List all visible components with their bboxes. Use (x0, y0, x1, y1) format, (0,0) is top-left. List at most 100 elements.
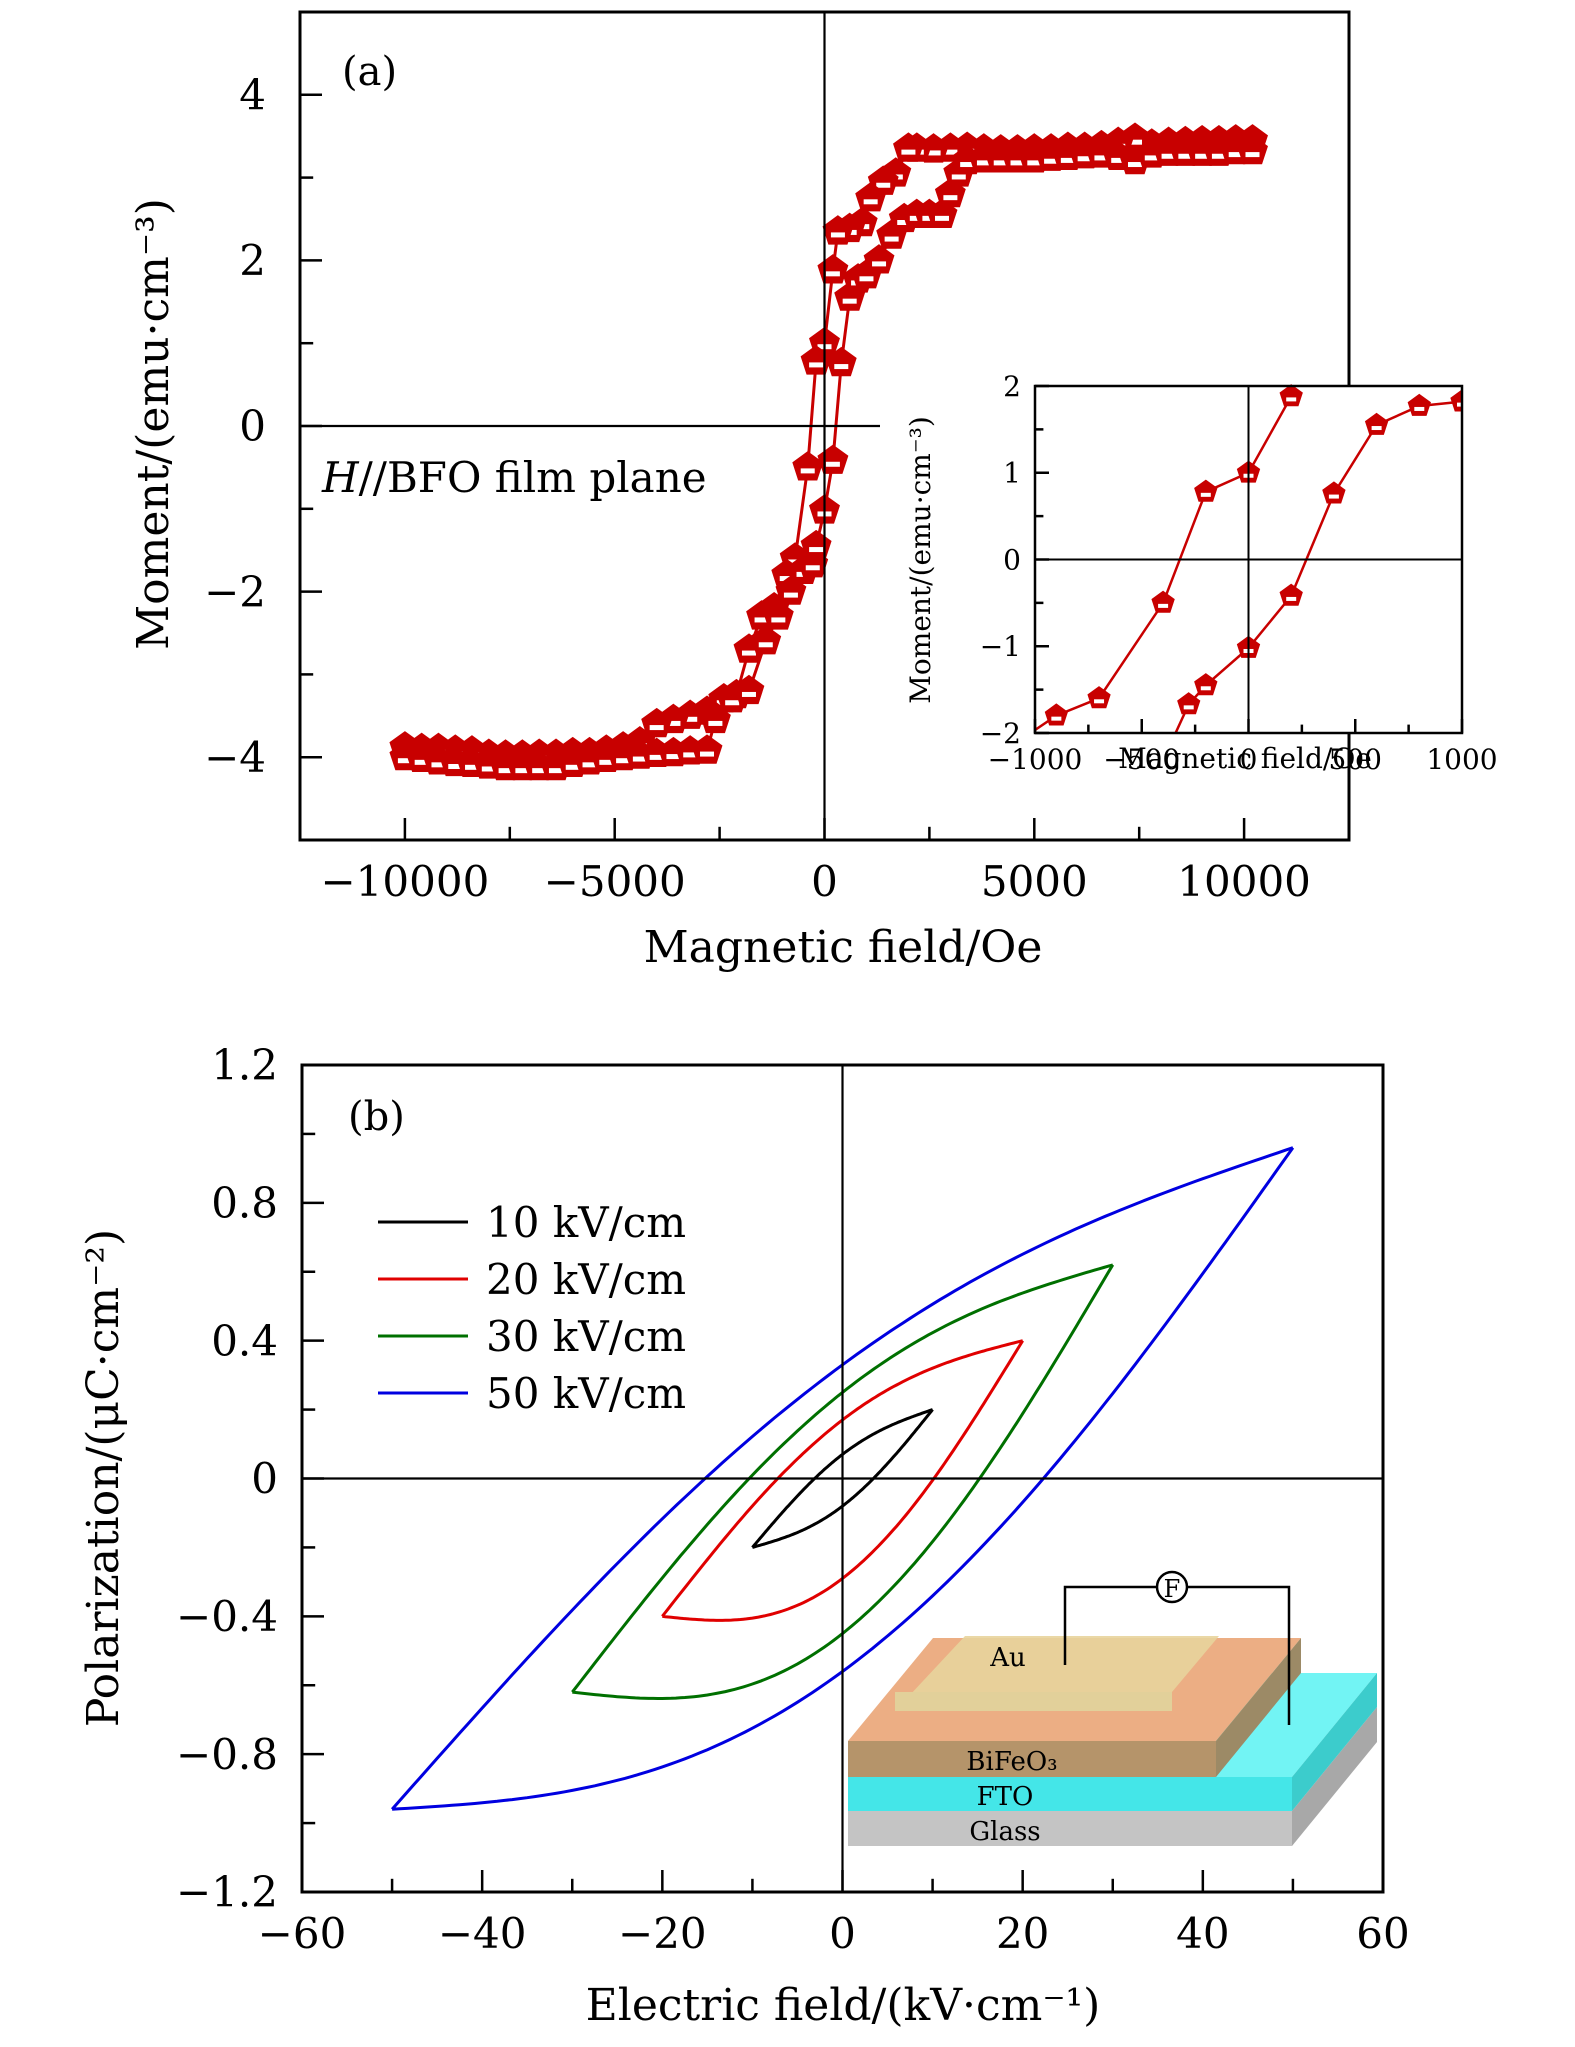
panel-a-point (762, 600, 794, 630)
inset-point (1407, 393, 1431, 416)
inset-point (1151, 590, 1175, 613)
panel-a-point-highlight (741, 691, 756, 697)
panel-a-point-highlight (783, 592, 798, 598)
panel-a-point-highlight (708, 720, 723, 726)
panel-a-point (691, 734, 723, 764)
inset-point-highlight (1051, 716, 1062, 721)
panel-b-ytick-label: 1.2 (211, 1041, 278, 1090)
panel-a-point-highlight (943, 149, 958, 155)
panel-b-xtick-label: 0 (829, 1909, 856, 1958)
inset-point-highlight (1183, 705, 1194, 710)
panel-a-point-highlight (632, 756, 647, 762)
panel-a-ytick-label: −4 (204, 733, 266, 782)
inset-point (1322, 481, 1346, 504)
inset-xlabel: Magnetic field/Oe (1118, 742, 1372, 775)
layer-label-glass: Glass (969, 1817, 1040, 1847)
panel-a-point-highlight (842, 298, 857, 304)
panel-a-point-highlight (805, 565, 820, 571)
panel-a-point-highlight (1010, 160, 1025, 166)
panel-b-label: (b) (348, 1094, 405, 1140)
inset-xtick-label: 0 (1240, 743, 1258, 776)
panel-a-point-highlight (397, 758, 412, 764)
inset-point-highlight (1414, 406, 1425, 411)
panel-a-point-highlight (809, 547, 824, 553)
panel-a-point-highlight (565, 764, 580, 770)
inset-point-highlight (1200, 686, 1211, 691)
inset-ytick-label: −2 (980, 717, 1021, 750)
panel-a-point-highlight (825, 461, 840, 467)
panel-a-point-highlight (1111, 157, 1126, 163)
panel-a-data (389, 122, 1268, 781)
panel-b-ytick-label: 0 (251, 1454, 278, 1503)
meter-symbol: F (1164, 1575, 1181, 1603)
inset-point-highlight (1158, 603, 1169, 608)
legend-label: 30 kV/cm (486, 1312, 686, 1361)
inset-point-highlight (1094, 699, 1105, 704)
panel-a-point-highlight (498, 768, 513, 774)
panel-a-ytick-label: 2 (239, 236, 266, 285)
panel-a-point-highlight (1077, 156, 1092, 162)
panel-a-point-highlight (1060, 157, 1075, 163)
panel-a-point-highlight (1094, 155, 1109, 161)
inset-point (1194, 673, 1218, 696)
panel-a-point (750, 625, 782, 655)
panel-a-point-highlight (876, 182, 891, 188)
inset-ylabel: Moment/(emu·cm⁻³) (904, 416, 937, 704)
panel-b-ytick-label: 0.4 (211, 1316, 278, 1365)
panel-a-xlabel: Magnetic field/Oe (644, 922, 1043, 973)
glass-front (848, 1811, 1292, 1846)
panel-a-point (817, 444, 849, 474)
panel-a-point-highlight (863, 199, 878, 205)
panel-a-xtick-label: −10000 (320, 857, 489, 906)
inset-point-highlight (1286, 397, 1297, 402)
inset-point-highlight (1371, 426, 1382, 431)
legend-label: 20 kV/cm (486, 1255, 686, 1304)
inset-xtick-label: 1000 (1426, 743, 1497, 776)
panel-a-inset: −1000 −500 0 500 1000 −2 −1 0 1 2 Magnetic field/… (904, 370, 1498, 776)
inset-point-highlight (1457, 402, 1462, 407)
panel-a-point-highlight (431, 762, 446, 768)
panel-a-xtick-label: 5000 (981, 857, 1088, 906)
panel-a-point-highlight (834, 364, 849, 370)
inset-ticks: −1000 −500 0 500 1000 −2 −1 0 1 2 (980, 370, 1498, 776)
meter-wire-right (1187, 1585, 1291, 1725)
panel-a-point-highlight (976, 160, 991, 166)
panel-a-point-highlight (741, 650, 756, 656)
panel-a-point-highlight (481, 766, 496, 772)
panel-a-point-highlight (1044, 158, 1059, 164)
panel-a-annotation: H//BFO film plane (321, 453, 707, 502)
panel-a-point (641, 707, 673, 738)
inset-xtick-label: 500 (1329, 743, 1382, 776)
inset-point-highlight (1328, 494, 1339, 499)
panel-a-point-highlight (448, 763, 463, 769)
panel-a-point-highlight (1027, 160, 1042, 166)
panel-a-point-highlight (1245, 152, 1260, 158)
panel-a-point-highlight (1178, 153, 1193, 159)
panel-a-point-highlight (758, 642, 773, 648)
glass-side (1292, 1707, 1377, 1846)
panel-b: −60 −40 −20 0 20 40 60 −1.2 −0.8 −0.4 0 0.4 0.8 1.2 (… (78, 1041, 1410, 2031)
panel-a-point-highlight (1228, 152, 1243, 158)
panel-a-point-highlight (926, 150, 941, 156)
panel-a-point-highlight (897, 220, 912, 225)
panel-a-point-highlight (683, 752, 698, 758)
inset-ytick-label: 2 (1003, 370, 1021, 403)
panel-a-point (1237, 134, 1268, 165)
bfo-side (1216, 1638, 1301, 1777)
panel-a-point (822, 215, 854, 245)
panel-a-point-highlight (1195, 153, 1210, 159)
meter-wire-left (1063, 1585, 1157, 1665)
meter-icon (1155, 1570, 1189, 1604)
panel-a-point-highlight (1128, 139, 1143, 145)
legend-label: 50 kV/cm (486, 1369, 686, 1418)
panel-a-point-highlight (901, 149, 916, 155)
panel-a-point (855, 182, 887, 212)
panel-a-point-highlight (993, 160, 1008, 166)
panel-a-point (893, 132, 924, 162)
panel-a-point-highlight (754, 617, 769, 623)
inset-point (1194, 479, 1218, 502)
panel-a-point-highlight (859, 276, 874, 282)
panel-b-xtick-label: 20 (996, 1909, 1049, 1958)
